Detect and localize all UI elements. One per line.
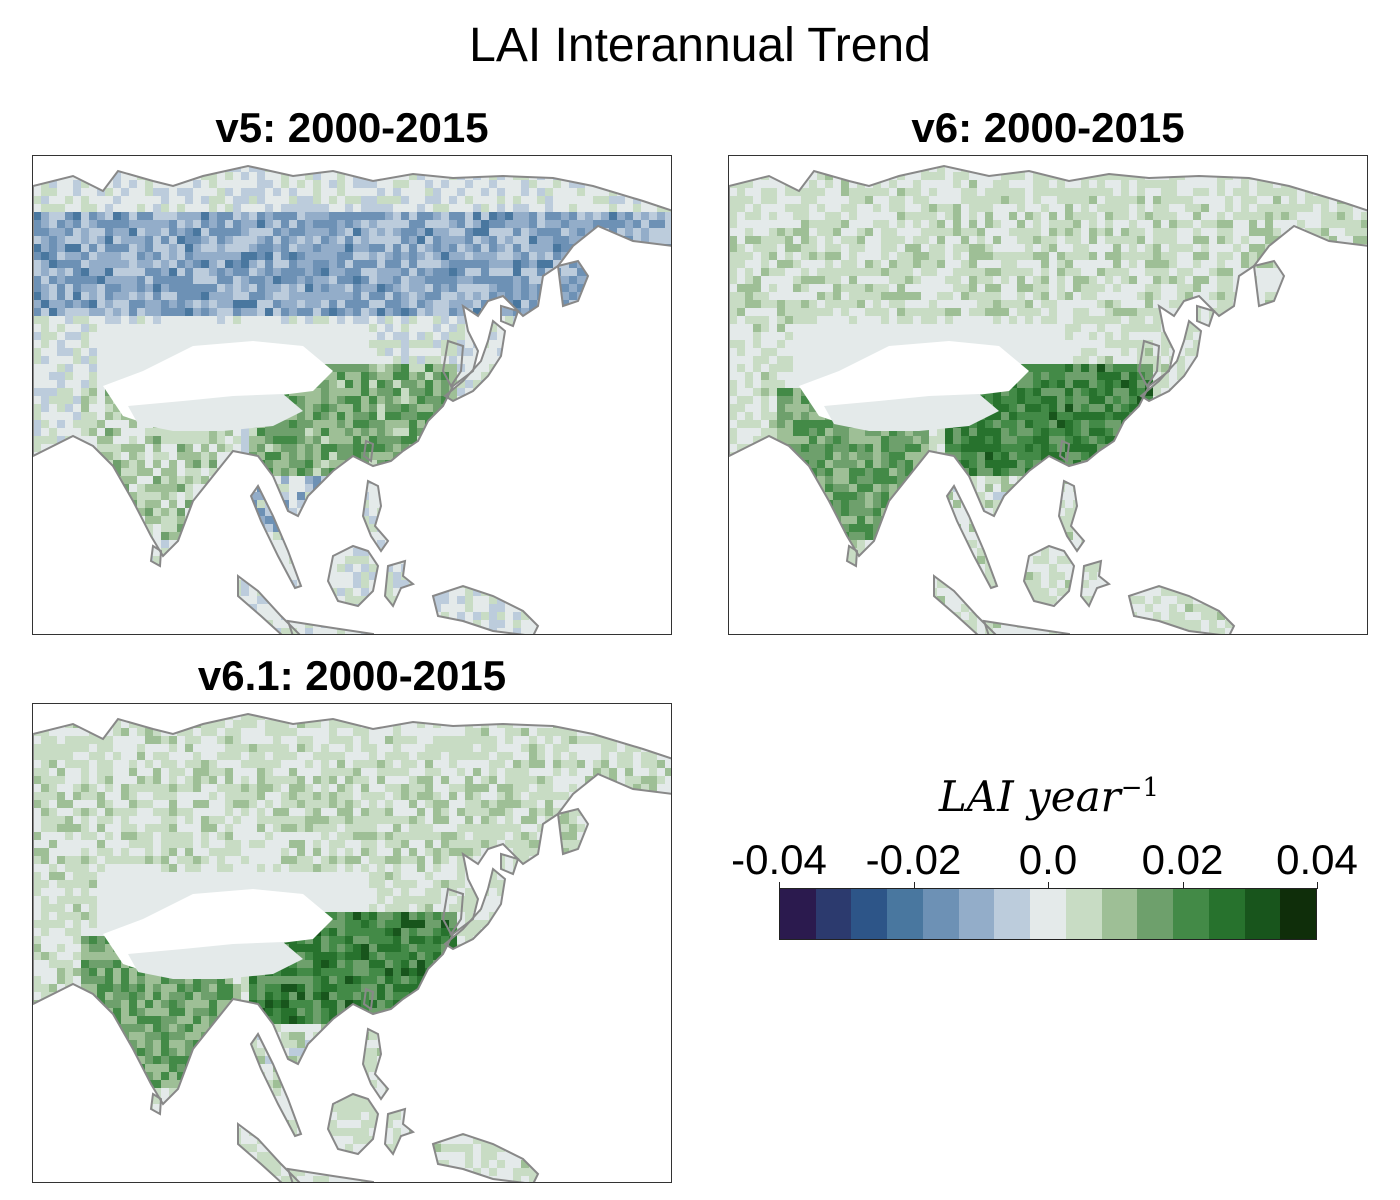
coastline-japan: [443, 867, 507, 951]
colorbar-swatch: [1137, 889, 1174, 939]
colorbar-swatch: [1030, 889, 1066, 939]
land-java: [288, 1169, 373, 1182]
coastline-hokkaido: [500, 304, 520, 328]
land-japan: [445, 321, 505, 401]
colorbar-swatch: [780, 889, 816, 939]
coastline-kamchatka: [556, 259, 590, 308]
coastline-java: [286, 619, 374, 634]
colorbar-tick-label: 0.02: [1141, 836, 1224, 883]
colorbar-swatch: [1173, 889, 1209, 939]
colorbar-tick-mark: [1183, 882, 1184, 889]
coastline-sumatra: [237, 574, 301, 634]
map-panel-v5: [32, 155, 672, 635]
map-v5: [33, 164, 671, 634]
colorbar-swatch: [922, 889, 959, 939]
plateau-region: [128, 942, 303, 979]
colorbar-label-text: LAI year: [938, 772, 1121, 821]
coastline-japan: [443, 319, 507, 403]
plateau-region: [128, 394, 303, 431]
panel-title-v6: v6: 2000-2015: [911, 104, 1185, 151]
map-panel-v6: [728, 155, 1368, 635]
coastline-borneo: [326, 1092, 380, 1156]
coastline-newguinea: [431, 584, 540, 634]
colorbar-swatch: [1244, 889, 1281, 939]
land-java: [984, 621, 1069, 634]
map-panel-v6-1: [32, 703, 672, 1183]
panel-title-v5: v5: 2000-2015: [215, 104, 489, 151]
land-sulawesi: [1081, 561, 1109, 606]
colorbar-swatch: [851, 889, 888, 939]
coastline-newguinea: [431, 1132, 540, 1182]
coastline-hokkaido: [1196, 304, 1216, 328]
coastline-taiwan: [1058, 439, 1071, 463]
coastline-sulawesi: [383, 1107, 416, 1156]
colorbar-tick-label: -0.02: [865, 836, 962, 883]
coastline-mainland: [33, 712, 671, 1106]
colorbar-tick-mark: [914, 882, 915, 889]
colorbar-swatch: [887, 889, 923, 939]
colorbar-tick-mark: [1048, 882, 1049, 889]
figure-title: LAI Interannual Trend: [469, 19, 931, 72]
colorbar-tick-label: -0.04: [731, 836, 827, 883]
coastline-malay: [945, 484, 999, 590]
coastline-sulawesi: [383, 559, 416, 608]
coastline-java: [286, 1167, 374, 1182]
coastline-borneo: [1022, 544, 1076, 608]
coastline-borneo: [326, 544, 380, 608]
coastline-srilanka: [149, 544, 163, 568]
coastline-srilanka: [149, 1092, 163, 1116]
panel-title-v6-1: v6.1: 2000-2015: [197, 652, 507, 699]
colorbar: [779, 888, 1317, 940]
colorbar-swatch: [1101, 889, 1138, 939]
coastline-korea: [441, 887, 465, 936]
colorbar-swatch: [815, 889, 852, 939]
coastline-philippines: [1057, 479, 1086, 553]
land-japan: [1141, 321, 1201, 401]
colorbar-swatch: [994, 889, 1031, 939]
map-v6-1: [33, 712, 671, 1182]
coastline-sumatra: [237, 1122, 301, 1182]
coastline-philippines: [361, 1027, 390, 1101]
colorbar-swatch: [1208, 889, 1245, 939]
coastline-philippines: [361, 479, 390, 553]
coastline-taiwan: [362, 439, 375, 463]
coastline-mainland: [33, 164, 671, 558]
coastline-hokkaido: [500, 852, 520, 876]
colorbar-swatch: [958, 889, 995, 939]
coastline-newguinea: [1127, 584, 1236, 634]
coastline-srilanka: [845, 544, 859, 568]
coastline-kamchatka: [556, 807, 590, 856]
coastline-mainland: [729, 164, 1367, 558]
plateau-region: [824, 394, 999, 431]
map-v6: [729, 164, 1367, 634]
coastline-malay: [249, 484, 303, 590]
colorbar-swatch: [1065, 889, 1102, 939]
coastline-korea: [1137, 339, 1161, 388]
land-japan: [445, 869, 505, 949]
coastline-korea: [441, 339, 465, 388]
colorbar-swatch: [1280, 889, 1317, 939]
coastline-sumatra: [933, 574, 997, 634]
colorbar-tick-mark: [779, 882, 780, 889]
coastline-japan: [1139, 319, 1203, 403]
colorbar-label-exponent: −1: [1120, 773, 1160, 803]
coastline-sulawesi: [1079, 559, 1112, 608]
coastline-malay: [249, 1032, 303, 1138]
colorbar-tick-label: 0.04: [1276, 836, 1358, 883]
coastline-java: [982, 619, 1070, 634]
coastline-taiwan: [362, 987, 375, 1011]
colorbar-label: LAI year−1: [780, 772, 1318, 821]
coastline-kamchatka: [1252, 259, 1286, 308]
colorbar-tick-mark: [1317, 882, 1318, 889]
colorbar-tick-label: 0.0: [1018, 836, 1078, 883]
